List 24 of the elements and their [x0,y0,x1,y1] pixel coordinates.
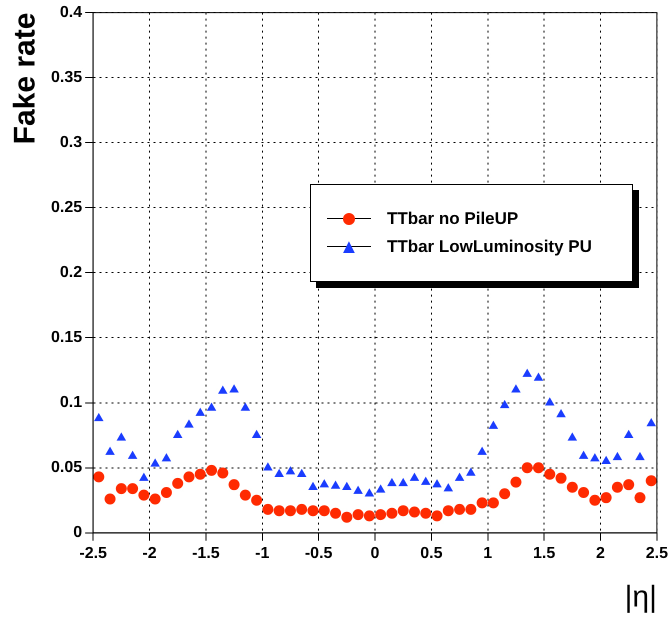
legend-label: TTbar LowLuminosity PU [386,237,592,258]
y-tick-label: 0.2 [60,264,82,282]
x-tick-label: 2 [596,544,606,562]
x-axis-title: |η| [624,580,657,614]
x-tick-label: 0.5 [420,544,443,562]
x-tick-label: 1 [483,544,492,562]
legend-label: TTbar no PileUP [386,209,518,230]
x-tick-label: 0 [370,544,380,562]
y-tick-label: 0 [73,524,82,542]
y-tick-label: 0.05 [51,459,82,476]
y-tick-label: 0.25 [51,199,82,216]
y-tick-label: 0.35 [51,69,82,86]
y-axis-title: Fake rate [8,12,42,144]
y-tick-label: 0.1 [60,394,82,412]
x-tick-label: -1.5 [192,544,220,562]
y-tick-label: 0.4 [60,4,82,22]
x-tick-label: 1.5 [533,544,556,562]
x-tick-label: 2.5 [646,544,668,562]
x-tick-label: -1 [255,544,270,562]
x-tick-label: -2 [142,544,157,562]
x-tick-label: -0.5 [304,544,333,562]
y-tick-label: 0.3 [60,134,82,152]
x-tick-label: -2.5 [79,544,108,562]
y-tick-label: 0.15 [51,329,82,346]
